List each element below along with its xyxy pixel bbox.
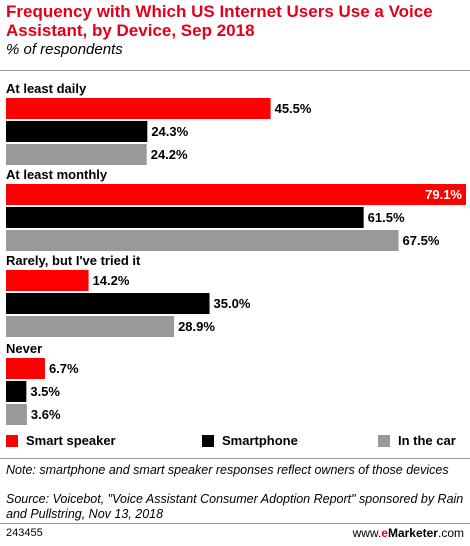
value-label-at-least-daily-in-the-car: 24.2% <box>151 147 188 162</box>
bar-never-smartphone <box>6 381 27 402</box>
legend-item-smart-speaker: Smart speaker <box>6 433 116 448</box>
value-label-rarely-but-i-ve-tried-it-in-the-car: 28.9% <box>178 319 215 334</box>
brand-em: e <box>381 526 388 540</box>
legend-swatch-smart-speaker <box>6 434 18 447</box>
chart-source: Source: Voicebot, "Voice Assistant Consu… <box>6 492 464 521</box>
bar-at-least-monthly-smart-speaker <box>6 184 466 205</box>
chart-title: Frequency with Which US Internet Users U… <box>6 2 433 40</box>
bar-at-least-daily-smart-speaker <box>6 98 271 119</box>
value-label-at-least-daily-smart-speaker: 45.5% <box>275 101 312 116</box>
bar-chart: At least daily 45.5% 24.3% 24.2% At least mo… <box>6 81 466 425</box>
legend-item-smartphone: Smartphone <box>202 433 298 448</box>
footer-divider <box>0 523 470 524</box>
bar-rarely-but-i-ve-tried-it-smartphone <box>6 293 210 314</box>
chart-subtitle: % of respondents <box>6 41 123 58</box>
legend-label-smart-speaker: Smart speaker <box>26 433 116 448</box>
brand-suffix: .com <box>437 526 464 540</box>
category-label-rarely-but-i-ve-tried-it: Rarely, but I've tried it <box>6 253 141 268</box>
category-label-at-least-daily: At least daily <box>6 81 87 96</box>
value-label-rarely-but-i-ve-tried-it-smart-speaker: 14.2% <box>93 273 130 288</box>
legend-divider <box>0 458 470 459</box>
value-label-never-in-the-car: 3.6% <box>31 407 61 422</box>
category-label-never: Never <box>6 341 42 356</box>
value-label-at-least-monthly-in-the-car: 67.5% <box>403 233 440 248</box>
top-divider <box>0 70 470 71</box>
bar-rarely-but-i-ve-tried-it-in-the-car <box>6 316 175 337</box>
brand-prefix: www. <box>352 526 382 540</box>
legend-label-smartphone: Smartphone <box>222 433 298 448</box>
bar-at-least-monthly-smartphone <box>6 207 364 228</box>
bar-at-least-daily-in-the-car <box>6 144 147 165</box>
legend: Smart speaker Smartphone In the car <box>0 433 470 453</box>
value-label-rarely-but-i-ve-tried-it-smartphone: 35.0% <box>214 296 251 311</box>
brand-name: Marketer <box>387 526 438 540</box>
bar-at-least-daily-smartphone <box>6 121 148 142</box>
bar-rarely-but-i-ve-tried-it-smart-speaker <box>6 270 89 291</box>
bar-never-in-the-car <box>6 404 27 425</box>
chart-id: 243455 <box>6 527 43 539</box>
legend-swatch-in-the-car <box>378 434 390 447</box>
bar-at-least-monthly-in-the-car <box>6 230 399 251</box>
value-label-never-smart-speaker: 6.7% <box>49 361 79 376</box>
value-label-never-smartphone: 3.5% <box>30 384 60 399</box>
legend-swatch-smartphone <box>202 434 214 447</box>
legend-item-in-the-car: In the car <box>378 433 456 448</box>
value-label-at-least-daily-smartphone: 24.3% <box>151 124 188 139</box>
chart-note: Note: smartphone and smart speaker respo… <box>6 463 449 477</box>
bar-never-smart-speaker <box>6 358 45 379</box>
value-label-at-least-monthly-smart-speaker: 79.1% <box>425 187 462 202</box>
category-label-at-least-monthly: At least monthly <box>6 167 108 182</box>
legend-label-in-the-car: In the car <box>398 433 456 448</box>
value-label-at-least-monthly-smartphone: 61.5% <box>368 210 405 225</box>
emarketer-logo[interactable]: www.eMarketer.com <box>353 526 464 540</box>
